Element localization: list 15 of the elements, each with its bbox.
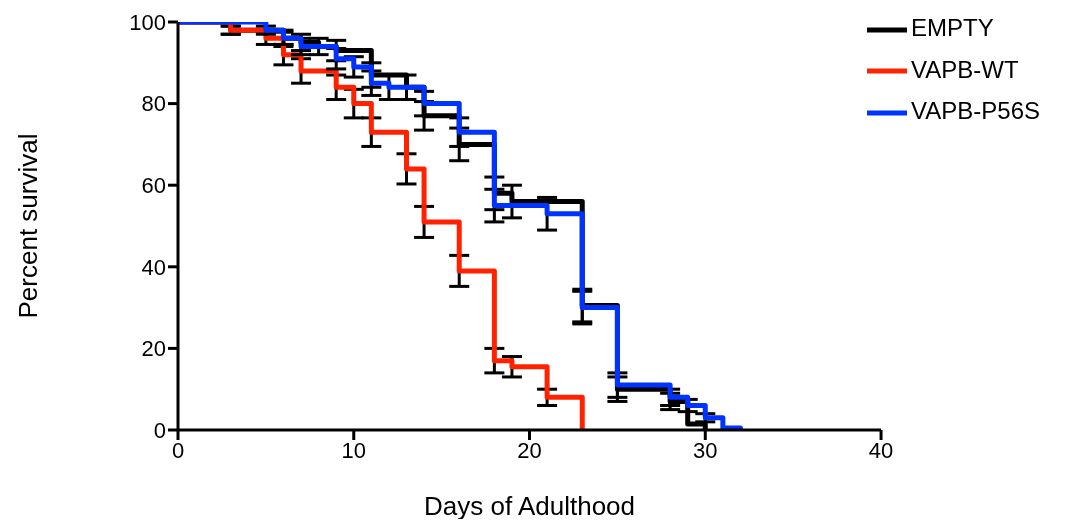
y-tick-label: 60 (141, 173, 166, 199)
y-tick-label: 40 (141, 254, 166, 280)
x-tick-label: 0 (171, 437, 185, 463)
y-tick-label: 20 (141, 336, 166, 362)
legend-label: VAPB-P56S (911, 97, 1040, 125)
y-tick-label: 100 (129, 9, 166, 35)
x-tick-label: 30 (693, 437, 718, 463)
y-tick-label: 80 (141, 91, 166, 117)
legend-label: VAPB-WT (911, 55, 1019, 83)
x-tick-label: 20 (517, 437, 542, 463)
legend-label: EMPTY (911, 14, 994, 41)
y-axis-title: Percent survival (13, 133, 44, 319)
x-tick-label: 40 (868, 437, 894, 463)
x-tick-label: 10 (341, 437, 366, 463)
y-tick-label: 0 (153, 417, 166, 443)
